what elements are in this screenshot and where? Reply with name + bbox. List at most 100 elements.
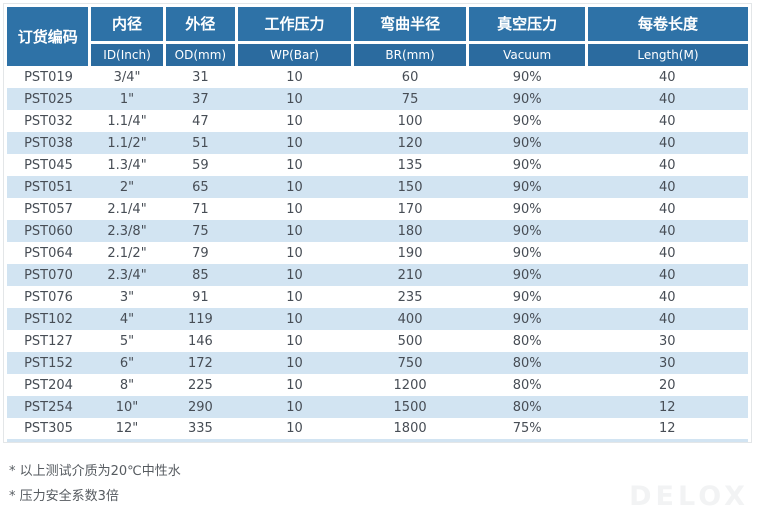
cell-od: 31	[192, 69, 209, 85]
cell-len: 40	[658, 91, 676, 107]
cell-br: 135	[397, 157, 423, 173]
cell-len: 40	[658, 201, 676, 217]
cell-wp: 10	[286, 69, 303, 85]
cell-br: 400	[397, 311, 423, 327]
cell-vac: 80%	[512, 399, 542, 415]
cell-od: 119	[187, 311, 213, 327]
cell-vac: 90%	[512, 179, 542, 195]
cell-id: 1.1/4"	[107, 113, 147, 129]
cell-id: 2.3/4"	[107, 267, 147, 283]
cell-vac: 90%	[512, 69, 542, 85]
cell-od: 85	[192, 267, 209, 283]
cell-br: 75	[401, 91, 419, 107]
footnotes: * 以上测试介质为20℃中性水 * 压力安全系数3倍	[9, 463, 181, 513]
table-row: PST064 2.1/2" 79 10 190 90% 40	[7, 242, 748, 264]
column-header-vac-en: Vacuum	[467, 42, 588, 66]
cell-len: 12	[658, 420, 676, 436]
cell-vac: 90%	[512, 113, 542, 129]
cell-len: 40	[658, 135, 676, 151]
cell-wp: 10	[286, 420, 303, 436]
cell-br: 170	[397, 201, 423, 217]
table-header: 订货编码 内径 外径 工作压力 弯曲半径 真空压力 每卷长度 ID(Inch) OD(mm) WP…	[7, 7, 748, 66]
cell-len: 40	[658, 179, 676, 195]
cell-len: 12	[658, 399, 676, 415]
cell-wp: 10	[286, 399, 303, 415]
cell-len: 40	[658, 69, 676, 85]
column-header-br-zh: 弯曲半径	[352, 7, 470, 44]
column-header-vac-zh: 真空压力	[467, 7, 588, 44]
cell-id: 2.3/8"	[107, 223, 147, 239]
cell-wp: 10	[286, 179, 303, 195]
cell-wp: 10	[286, 289, 303, 305]
cell-br: 100	[397, 113, 423, 129]
table-row: PST204 8" 225 10 1200 80% 20	[7, 374, 748, 396]
cell-vac: 90%	[512, 289, 542, 305]
table-row: PST019 3/4" 31 10 60 90% 40	[7, 66, 748, 88]
cell-br: 750	[397, 355, 423, 371]
cell-len: 40	[658, 289, 676, 305]
table-body: PST019 3/4" 31 10 60 90% 40 PST025 1" 37 10 75 90% 40…	[7, 66, 748, 440]
cell-br: 235	[397, 289, 423, 305]
cell-br: 120	[397, 135, 423, 151]
column-header-id-en: ID(Inch)	[89, 42, 166, 66]
cell-wp: 10	[286, 157, 303, 173]
cell-len: 40	[658, 157, 676, 173]
cell-id: 3/4"	[113, 69, 141, 85]
cell-wp: 10	[286, 223, 303, 239]
cell-len: 40	[658, 223, 676, 239]
cell-br: 1200	[393, 377, 427, 393]
cell-wp: 10	[286, 91, 303, 107]
cell-wp: 10	[286, 311, 303, 327]
cell-len: 30	[658, 355, 676, 371]
column-header-wp-zh: 工作压力	[236, 7, 354, 44]
cell-code: PST057	[24, 201, 73, 217]
cell-wp: 10	[286, 267, 303, 283]
cell-vac: 90%	[512, 311, 542, 327]
cell-code: PST204	[24, 377, 73, 393]
cell-od: 71	[192, 201, 209, 217]
cell-id: 8"	[119, 377, 135, 393]
column-header-code: 订货编码	[7, 7, 92, 66]
cell-vac: 90%	[512, 157, 542, 173]
cell-code: PST051	[24, 179, 73, 195]
column-header-od-en: OD(mm)	[164, 42, 239, 66]
cell-id: 3"	[119, 289, 135, 305]
cell-len: 30	[658, 333, 676, 349]
cell-od: 290	[187, 399, 213, 415]
cell-wp: 10	[286, 135, 303, 151]
table-row: PST254 10" 290 10 1500 80% 12	[7, 396, 748, 418]
cell-code: PST127	[24, 333, 73, 349]
cell-wp: 10	[286, 201, 303, 217]
cell-od: 59	[192, 157, 209, 173]
cell-br: 60	[401, 69, 419, 85]
cell-len: 40	[658, 267, 676, 283]
cell-id: 2.1/4"	[107, 201, 147, 217]
cell-id: 1.1/2"	[107, 135, 147, 151]
table-row: PST038 1.1/2" 51 10 120 90% 40	[7, 132, 748, 154]
cell-vac: 90%	[512, 245, 542, 261]
cell-id: 2.1/2"	[107, 245, 147, 261]
cell-code: PST076	[24, 289, 73, 305]
cell-id: 4"	[119, 311, 135, 327]
cell-od: 47	[192, 113, 209, 129]
table-row: PST076 3" 91 10 235 90% 40	[7, 286, 748, 308]
cell-od: 51	[192, 135, 209, 151]
cell-id: 5"	[119, 333, 135, 349]
table-row: PST102 4" 119 10 400 90% 40	[7, 308, 748, 330]
cell-vac: 80%	[512, 377, 542, 393]
cell-code: PST060	[24, 223, 73, 239]
cell-od: 37	[192, 91, 209, 107]
column-header-len-zh: 每卷长度	[586, 7, 748, 44]
table-row: PST127 5" 146 10 500 80% 30	[7, 330, 748, 352]
cell-code: PST064	[24, 245, 73, 261]
cell-vac: 80%	[512, 355, 542, 371]
cell-od: 146	[187, 333, 213, 349]
cell-code: PST019	[24, 69, 73, 85]
cell-br: 150	[397, 179, 423, 195]
cell-id: 6"	[119, 355, 135, 371]
cell-od: 79	[192, 245, 209, 261]
cell-br: 190	[397, 245, 423, 261]
cell-vac: 90%	[512, 91, 542, 107]
cell-id: 1"	[119, 91, 135, 107]
